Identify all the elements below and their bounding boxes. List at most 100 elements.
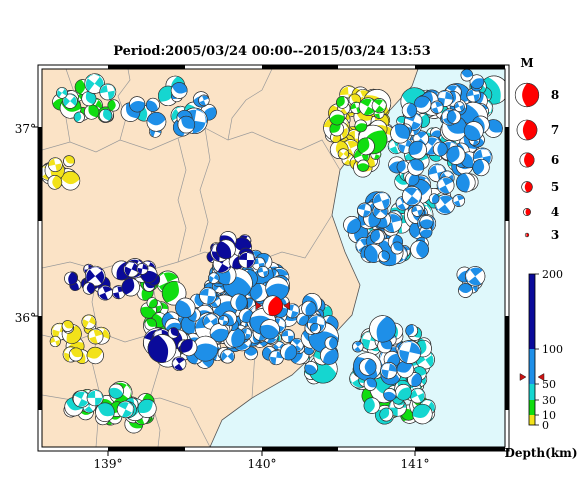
map-frame	[33, 64, 510, 456]
focal-mechanism-marker	[268, 350, 284, 366]
magnitude-legend-label: 5	[551, 180, 559, 194]
highlighted-event-layer	[255, 295, 290, 317]
focal-mechanism-marker	[458, 283, 473, 298]
magnitude-legend: M 8 7 6 5 4 3	[514, 56, 559, 242]
focal-mechanism-marker	[379, 407, 394, 422]
focal-mechanism-marker	[208, 272, 220, 284]
focal-mechanism-marker	[401, 102, 418, 118]
focal-mechanism-marker	[56, 87, 68, 99]
depth-colorbar: 200 100 50 30 100 Depth(km)	[504, 268, 577, 460]
depth-tick-label: 30	[542, 394, 556, 407]
focal-mechanism-marker	[411, 204, 424, 217]
focal-mechanism-marker	[123, 261, 140, 278]
focal-mechanism-marker	[86, 346, 104, 365]
focal-mechanism-marker	[430, 100, 444, 114]
focal-mechanism-marker	[407, 372, 423, 387]
map-panel	[42, 69, 505, 447]
focal-mechanism-marker	[49, 335, 61, 348]
lon-tick-label: 141°	[401, 457, 430, 471]
focal-mechanism-marker	[198, 94, 210, 107]
focal-mechanism-marker	[220, 348, 235, 364]
focal-mechanism-marker	[419, 225, 433, 239]
depth-marker-left	[519, 373, 527, 381]
magnitude-legend-symbol	[523, 208, 531, 216]
focal-mechanism-marker	[68, 347, 83, 362]
focal-mechanism-marker	[116, 400, 135, 419]
focal-mechanism-marker	[446, 145, 466, 165]
focal-mechanism-marker	[304, 361, 318, 375]
magnitude-legend-label: 7	[551, 123, 559, 137]
event-pointer-right	[283, 301, 290, 311]
focal-mechanism-marker	[372, 191, 392, 211]
focal-mechanism-marker	[395, 384, 412, 401]
focal-mechanism-marker	[357, 202, 372, 218]
focal-mechanism-marker	[397, 340, 422, 364]
focal-mechanism-marker	[180, 338, 198, 357]
focal-mechanism-marker	[136, 262, 149, 275]
depth-color-band	[529, 349, 535, 384]
focal-mechanism-marker	[73, 111, 85, 123]
focal-mechanism-marker	[81, 314, 97, 330]
focal-mechanism-marker	[84, 104, 100, 120]
focal-mechanism-marker	[281, 329, 295, 343]
focal-mechanism-marker	[249, 283, 269, 302]
focal-mechanism-marker	[390, 241, 404, 255]
focal-mechanism-marker	[47, 174, 63, 190]
focal-mechanism-marker	[218, 315, 229, 326]
focal-mechanism-marker	[320, 346, 339, 365]
focal-mechanism-marker	[324, 336, 338, 350]
focal-mechanism-marker	[167, 327, 180, 339]
focal-mechanism-marker	[137, 399, 157, 418]
magnitude-legend-label: 4	[551, 205, 559, 219]
focal-mechanism-marker	[378, 250, 390, 263]
focal-mechanism-marker	[371, 98, 387, 114]
map-title: Period:2005/03/24 00:00--2015/03/24 13:5…	[113, 44, 431, 59]
focal-mechanism-marker	[209, 323, 229, 343]
depth-color-band	[529, 274, 535, 349]
earthquake-mechanisms-layer	[42, 69, 505, 434]
depth-color-band	[529, 415, 535, 425]
focal-mechanism-marker	[412, 403, 433, 425]
focal-mechanism-marker	[436, 176, 455, 195]
focal-mechanism-marker	[144, 318, 157, 331]
focal-mechanism-marker	[98, 108, 113, 123]
focal-mechanism-marker	[357, 137, 375, 156]
focal-mechanism-marker	[337, 148, 349, 160]
focal-mechanism-marker	[225, 327, 246, 348]
magnitude-legend-symbol	[516, 119, 538, 141]
focal-mechanism-marker	[129, 96, 146, 113]
focal-mechanism-marker	[121, 277, 140, 297]
focal-mechanism-marker	[216, 239, 236, 260]
focal-mechanism-marker	[95, 402, 115, 422]
focal-mechanism-marker	[465, 266, 486, 287]
focal-mechanism-marker	[357, 159, 370, 172]
focal-mechanism-marker	[63, 155, 75, 167]
focal-mechanism-marker	[434, 194, 456, 215]
focal-mechanism-marker	[363, 377, 377, 391]
focal-mechanism-marker	[409, 387, 426, 404]
focal-mechanism-marker	[170, 82, 188, 99]
focal-mechanism-marker	[396, 360, 415, 379]
focal-mechanism-marker	[390, 123, 411, 144]
magnitude-legend-symbol	[521, 181, 533, 193]
focal-mechanism-marker	[413, 95, 432, 114]
focal-mechanism-marker	[175, 297, 196, 318]
focal-mechanism-marker	[454, 101, 465, 112]
focal-mechanism-marker	[452, 194, 466, 207]
focal-mechanism-marker	[363, 397, 381, 414]
focal-mechanism-marker	[408, 140, 427, 160]
focal-mechanism-marker	[432, 141, 448, 157]
focal-mechanism-marker	[469, 74, 485, 89]
focal-mechanism-marker	[446, 109, 462, 124]
focal-mechanism-marker	[354, 119, 368, 133]
magnitude-legend-label: 8	[551, 88, 559, 102]
depth-color-band	[529, 384, 535, 400]
focal-mechanism-marker	[358, 97, 378, 116]
focal-mechanism-marker	[146, 112, 167, 132]
focal-mechanism-marker	[61, 320, 74, 332]
lon-tick-label: 140°	[248, 457, 277, 471]
focal-mechanism-marker	[238, 251, 256, 269]
focal-mechanism-marker	[352, 340, 364, 353]
focal-mechanism-marker	[364, 243, 384, 263]
focal-mechanism-marker	[97, 285, 113, 301]
